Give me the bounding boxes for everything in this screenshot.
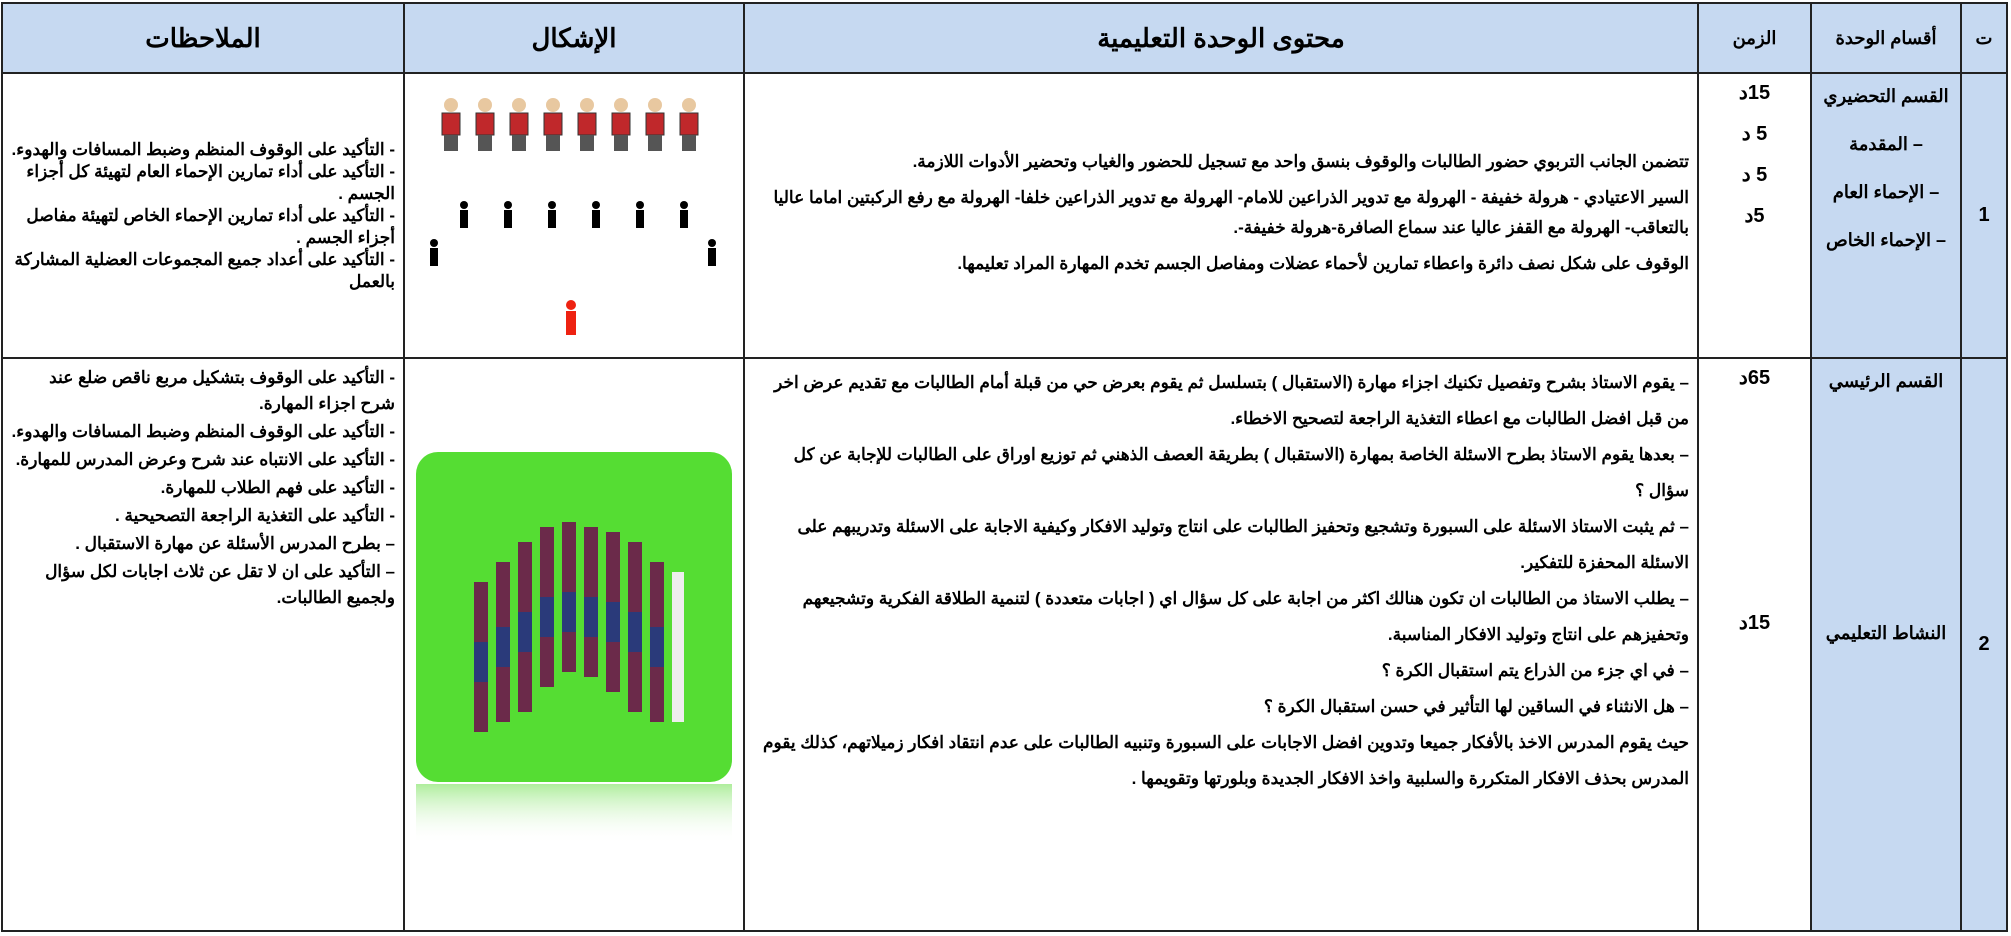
times-cell: 15د 5 د 5 د 5د	[1697, 72, 1812, 359]
cell-line: القسم الرئيسي	[1828, 371, 1944, 391]
cell-line: – الإحماء الخاص	[1825, 230, 1947, 250]
content-cell: – يقوم الاستاذ بشرح وتفصيل تكنيك اجزاء م…	[743, 357, 1699, 932]
cell-line: 15د	[1738, 82, 1771, 104]
cell-line: – ثم يثبت الاستاذ الاسئلة على السبورة وت…	[797, 517, 1689, 572]
cell-line: - التأكيد على أداء تمارين الإحماء الخاص …	[26, 205, 395, 247]
cell-line: – في اي جزء من الذراع يتم استقبال الكرة …	[1381, 661, 1689, 680]
figure-cell	[403, 357, 745, 932]
cell-line: – المقدمة	[1849, 134, 1923, 154]
figure-cell	[403, 72, 745, 359]
cell-line: – التأكيد على ان لا تقل عن ثلاث اجابات ل…	[45, 562, 395, 607]
notes-cell: - التأكيد على الوقوف المنظم وضبط المسافا…	[1, 72, 405, 359]
content-cell: تتضمن الجانب التربوي حضور الطالبات والوق…	[743, 72, 1699, 359]
sections-cell: القسم التحضيري – المقدمة – الإحماء العام – …	[1810, 72, 1962, 359]
formation-figure	[430, 98, 716, 335]
cell-line: 15د	[1738, 612, 1771, 634]
cell-line: - التأكيد على فهم الطلاب للمهارة.	[160, 478, 395, 497]
cell-line: القسم التحضيري	[1823, 86, 1949, 106]
cell-line: الوقوف على شكل نصف دائرة واعطاء تمارين ل…	[957, 253, 1689, 273]
header-cell: أقسام الوحدة	[1810, 2, 1962, 74]
cell-line: – بطرح المدرس الأسئلة عن مهارة الاستقبال…	[75, 534, 395, 553]
notes-cell: - التأكيد على الوقوف بتشكيل مربع ناقص ضل…	[1, 357, 405, 932]
cell-line: - التأكيد على التغذية الراجعة التصحيحية …	[115, 506, 395, 525]
row-number: 1	[1960, 72, 2008, 359]
header-cell: ت	[1960, 2, 2008, 74]
cell-line: – يقوم الاستاذ بشرح وتفصيل تكنيك اجزاء م…	[774, 373, 1689, 428]
cell-line: تتضمن الجانب التربوي حضور الطالبات والوق…	[912, 151, 1689, 171]
cell-line: السير الاعتيادي - هرولة خفيفة - الهرولة …	[773, 187, 1689, 237]
sections-cell: القسم الرئيسي النشاط التعليمي	[1810, 357, 1962, 932]
header-cell: الملاحظات	[1, 2, 405, 74]
header-cell: الزمن	[1697, 2, 1812, 74]
cell-line: 5 د	[1741, 164, 1768, 186]
header-row: ت أقسام الوحدة الزمن محتوى الوحدة التعلي…	[1, 2, 2008, 74]
header-cell: الإشكال	[403, 2, 745, 74]
cell-line: 5د	[1744, 205, 1765, 227]
row: 1 القسم التحضيري – المقدمة – الإحماء العام…	[1, 72, 2008, 359]
header-cell: محتوى الوحدة التعليمية	[743, 2, 1699, 74]
cell-line: - التأكيد على الوقوف بتشكيل مربع ناقص ضل…	[49, 368, 395, 413]
cell-line: 65د	[1738, 367, 1771, 389]
cell-line: – بعدها يقوم الاستاذ بطرح الاسئلة الخاصة…	[793, 445, 1689, 500]
formation-photo	[416, 452, 732, 844]
cell-line: - التأكيد على أعداد جميع المجموعات العضل…	[14, 249, 395, 291]
row-number: 2	[1960, 357, 2008, 932]
cell-line: – يطلب الاستاذ من الطالبات ان تكون هنالك…	[802, 589, 1689, 644]
cell-line: - التأكيد على الوقوف المنظم وضبط المسافا…	[11, 422, 395, 441]
cell-line: - التأكيد على الوقوف المنظم وضبط المسافا…	[11, 139, 395, 159]
cell-line: النشاط التعليمي	[1825, 623, 1947, 643]
row: 2 القسم الرئيسي النشاط التعليمي 65د 15د – …	[1, 357, 2008, 932]
cell-line: 5 د	[1741, 123, 1768, 145]
cell-line: - التأكيد على الانتباه عند شرح وعرض المد…	[15, 450, 395, 469]
cell-line: حيث يقوم المدرس الاخذ بالأفكار جميعا وتد…	[763, 733, 1689, 788]
cell-line: - التأكيد على أداء تمارين الإحماء العام …	[26, 161, 395, 203]
times-cell: 65د 15د	[1697, 357, 1812, 932]
cell-line: – الإحماء العام	[1832, 182, 1940, 202]
cell-line: – هل الانثناء في الساقين لها التأثير في …	[1263, 697, 1689, 716]
